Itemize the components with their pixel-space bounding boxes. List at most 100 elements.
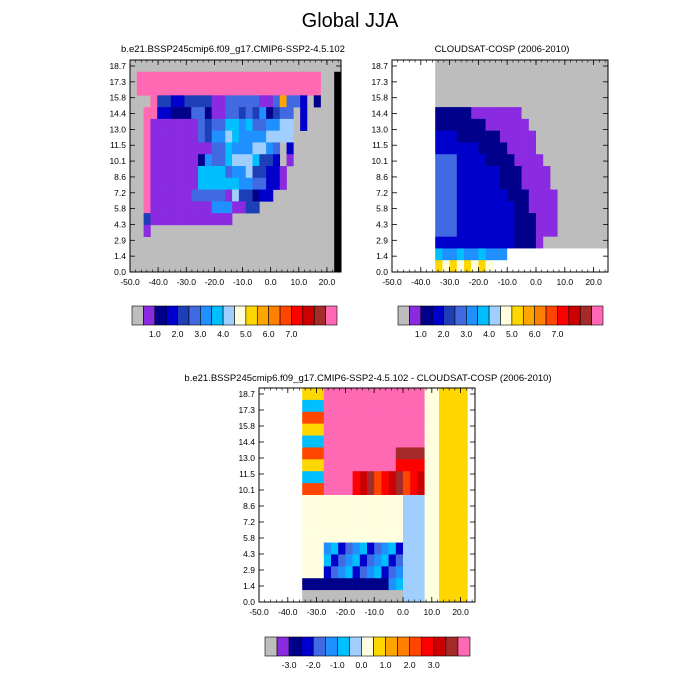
heatmap-cell xyxy=(309,542,317,555)
heatmap-cell xyxy=(550,95,558,108)
heatmap-cell xyxy=(528,224,537,237)
heatmap-cell xyxy=(143,224,151,237)
heatmap-cell xyxy=(446,447,454,460)
heatmap-cell xyxy=(225,177,233,190)
heatmap-cell xyxy=(500,260,508,273)
heatmap-cell xyxy=(374,423,382,436)
heatmap-cell xyxy=(428,142,436,155)
colorbar-swatch xyxy=(409,636,423,657)
colorbar-diff: -3.0 -2.0 -1.0 0.0 1.0 2.0 3.0 xyxy=(264,636,471,670)
heatmap-cell xyxy=(338,399,346,413)
heatmap-cell xyxy=(345,530,353,543)
heatmap-cell xyxy=(191,142,199,155)
heatmap-cell xyxy=(460,518,469,531)
heatmap-cell xyxy=(543,177,551,190)
y-tick-label: 10.1 xyxy=(371,156,388,166)
heatmap-cell xyxy=(399,177,407,190)
heatmap-cell xyxy=(420,95,429,108)
heatmap-cell xyxy=(403,435,411,448)
heatmap-cell xyxy=(528,213,537,226)
heatmap-cell xyxy=(164,154,172,167)
heatmap-cell xyxy=(150,83,158,96)
heatmap-cell xyxy=(302,578,310,591)
heatmap-cell xyxy=(198,177,206,190)
heatmap-cell xyxy=(439,459,447,472)
heatmap-cell xyxy=(273,459,281,472)
heatmap-cell xyxy=(428,224,436,237)
heatmap-cell xyxy=(204,177,212,190)
heatmap-cell xyxy=(420,60,429,73)
heatmap-cell xyxy=(334,177,342,190)
heatmap-cell xyxy=(593,166,602,179)
heatmap-cell xyxy=(259,189,267,202)
heatmap-cell xyxy=(302,471,310,484)
heatmap-cell xyxy=(150,71,158,84)
heatmap-cell xyxy=(564,95,573,108)
heatmap-cell xyxy=(586,224,594,237)
heatmap-cell xyxy=(259,483,267,496)
heatmap-cell xyxy=(191,177,199,190)
heatmap-cell xyxy=(352,590,361,603)
heatmap-cell xyxy=(446,495,454,508)
heatmap-cell xyxy=(514,189,522,202)
heatmap-cell xyxy=(211,107,219,120)
heatmap-cell xyxy=(453,483,461,496)
heatmap-cell xyxy=(273,518,281,531)
heatmap-cell xyxy=(536,83,544,96)
heatmap-cell xyxy=(564,107,573,120)
heatmap-cell xyxy=(446,566,454,579)
heatmap-cell xyxy=(338,578,346,591)
heatmap-cell xyxy=(309,388,317,401)
heatmap-cell xyxy=(164,83,172,96)
heatmap-cell xyxy=(245,189,253,202)
heatmap-cell xyxy=(406,224,414,237)
heatmap-cell xyxy=(309,518,317,531)
heatmap-cell xyxy=(359,495,368,508)
heatmap-cell xyxy=(424,459,433,472)
heatmap-cell xyxy=(550,166,558,179)
heatmap-cell xyxy=(572,236,580,249)
heatmap-cell xyxy=(442,142,450,155)
y-tick-label: 17.3 xyxy=(371,77,388,87)
colorbar-swatch xyxy=(302,305,315,326)
heatmap-cell xyxy=(528,177,537,190)
heatmap-cell xyxy=(143,130,151,143)
heatmap-cell xyxy=(564,130,573,143)
heatmap-cell xyxy=(295,388,303,401)
heatmap-cell xyxy=(287,411,296,424)
heatmap-cell xyxy=(446,542,454,555)
heatmap-cell xyxy=(381,495,389,508)
colorbar-swatch xyxy=(579,305,592,326)
heatmap-cell xyxy=(323,423,332,436)
heatmap-cell xyxy=(316,399,325,413)
heatmap-cell xyxy=(252,154,260,167)
heatmap-cell xyxy=(403,471,411,484)
heatmap-cell xyxy=(536,201,544,214)
heatmap-cell xyxy=(170,166,178,179)
heatmap-cell xyxy=(287,483,296,496)
heatmap-cell xyxy=(191,71,199,84)
heatmap-cell xyxy=(331,411,339,424)
heatmap-cell xyxy=(164,130,172,143)
heatmap-cell xyxy=(446,590,454,603)
heatmap-cell xyxy=(521,107,530,120)
heatmap-cell xyxy=(198,166,206,179)
heatmap-cell xyxy=(359,447,368,460)
heatmap-cell xyxy=(184,130,192,143)
heatmap-cell xyxy=(410,411,418,424)
heatmap-cell xyxy=(302,495,310,508)
heatmap-cell xyxy=(467,483,476,496)
heatmap-cell xyxy=(191,95,199,108)
panel-model-title: b.e21.BSSP245cmip6.f09_g17.CMIP6-SSP2-4.… xyxy=(121,44,345,55)
heatmap-cell xyxy=(403,566,411,579)
heatmap-cell xyxy=(374,411,382,424)
heatmap-cell xyxy=(388,459,397,472)
heatmap-cell xyxy=(392,236,400,249)
colorbar-swatch xyxy=(511,305,524,326)
heatmap-cell xyxy=(435,177,443,190)
heatmap-cell xyxy=(338,459,346,472)
heatmap-cell xyxy=(557,201,566,214)
heatmap-cell xyxy=(435,224,443,237)
heatmap-cell xyxy=(471,213,479,226)
heatmap-cell xyxy=(464,118,472,131)
